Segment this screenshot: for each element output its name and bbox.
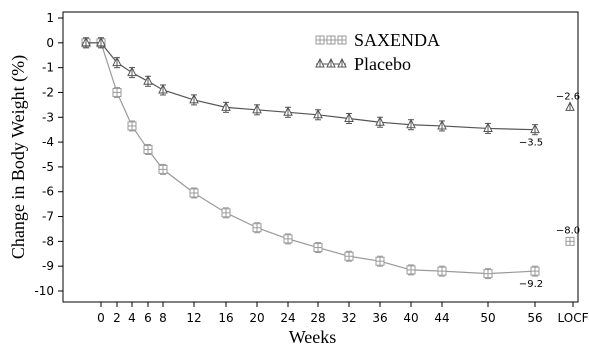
legend-marker bbox=[337, 35, 347, 45]
legend-item-placebo: Placebo bbox=[315, 54, 411, 74]
data-point bbox=[375, 116, 385, 126]
y-axis: 1 0 -1 -2 -3 -4 -5 -6 -7 -8 -9 -10 bbox=[34, 11, 63, 298]
data-point bbox=[375, 256, 385, 266]
plot-border bbox=[62, 11, 579, 303]
last-value-label: −9.2 bbox=[519, 279, 543, 290]
series-saxenda: −8.0 −9.2 bbox=[81, 37, 580, 290]
legend-marker bbox=[315, 57, 325, 68]
x-tick-label: LOCF bbox=[558, 311, 589, 325]
x-axis: 0 2 4 6 8 12 16 20 24 28 32 36 40 44 50 56 LOCF bbox=[97, 302, 589, 325]
data-point bbox=[252, 223, 262, 233]
x-tick-label: 12 bbox=[186, 311, 201, 325]
y-tick-label: -5 bbox=[42, 160, 54, 174]
data-point bbox=[344, 112, 354, 123]
x-tick-label: 36 bbox=[372, 311, 387, 325]
data-point bbox=[252, 103, 262, 114]
y-tick-label: -6 bbox=[42, 185, 54, 199]
data-point bbox=[127, 121, 137, 131]
y-tick-label: -9 bbox=[42, 259, 54, 273]
y-tick-label: 0 bbox=[46, 36, 54, 50]
data-point bbox=[112, 56, 122, 67]
y-tick-label: -1 bbox=[42, 61, 54, 75]
series-placebo: −2.6 −3.5 bbox=[81, 36, 580, 149]
x-tick-label: 16 bbox=[218, 311, 233, 325]
data-point bbox=[437, 266, 447, 276]
y-tick-label: -4 bbox=[42, 135, 54, 149]
data-point bbox=[189, 188, 199, 198]
legend: SAXENDA Placebo bbox=[315, 30, 440, 74]
series-line-placebo bbox=[86, 42, 536, 131]
legend-marker bbox=[326, 35, 336, 45]
data-point bbox=[81, 36, 91, 47]
data-point bbox=[406, 118, 416, 129]
data-point bbox=[143, 145, 153, 155]
x-tick-label: 20 bbox=[249, 311, 264, 325]
data-point bbox=[158, 164, 168, 174]
x-tick-label: 44 bbox=[434, 311, 449, 325]
data-point bbox=[112, 87, 122, 97]
data-point bbox=[344, 251, 354, 261]
x-tick-label: 4 bbox=[128, 311, 136, 325]
data-point bbox=[158, 83, 168, 94]
legend-label: Placebo bbox=[354, 54, 411, 74]
legend-marker bbox=[326, 57, 336, 68]
data-point bbox=[313, 108, 323, 119]
series-line-saxenda bbox=[86, 42, 536, 275]
x-tick-label: 50 bbox=[480, 311, 495, 325]
y-tick-label: -2 bbox=[42, 85, 54, 99]
x-tick-label: 56 bbox=[527, 311, 542, 325]
x-tick-label: 8 bbox=[159, 311, 167, 325]
x-tick-label: 0 bbox=[97, 311, 105, 325]
data-point bbox=[406, 265, 416, 275]
x-tick-label: 2 bbox=[113, 311, 121, 325]
data-point bbox=[96, 36, 106, 47]
legend-item-saxenda: SAXENDA bbox=[315, 30, 440, 50]
data-point bbox=[221, 101, 231, 111]
y-tick-label: -3 bbox=[42, 110, 54, 124]
data-point bbox=[437, 119, 447, 130]
locf-point bbox=[565, 101, 575, 111]
data-point bbox=[483, 269, 493, 279]
y-tick-label: -10 bbox=[34, 284, 54, 298]
plot-frame bbox=[62, 11, 579, 303]
y-tick-label: 1 bbox=[46, 11, 54, 25]
data-point bbox=[313, 243, 323, 253]
data-point bbox=[530, 266, 540, 276]
legend-marker bbox=[315, 35, 325, 45]
x-tick-label: 32 bbox=[341, 311, 356, 325]
data-point bbox=[143, 75, 153, 85]
data-point bbox=[283, 106, 293, 116]
locf-value-label: −8.0 bbox=[556, 225, 580, 236]
series-layer: −8.0 −9.2 −2.6 −3.5 bbox=[81, 36, 580, 290]
x-tick-label: 28 bbox=[310, 311, 325, 325]
data-point bbox=[221, 208, 231, 218]
x-axis-title: Weeks bbox=[289, 327, 337, 347]
locf-value-label: −2.6 bbox=[556, 91, 580, 102]
locf-point bbox=[565, 236, 575, 246]
y-tick-label: -7 bbox=[42, 210, 54, 224]
data-point bbox=[530, 123, 540, 134]
y-axis-title: Change in Body Weight (%) bbox=[8, 55, 29, 259]
data-point bbox=[189, 93, 199, 104]
last-value-label: −3.5 bbox=[519, 138, 543, 149]
data-point bbox=[483, 122, 493, 132]
data-point bbox=[283, 234, 293, 244]
data-point bbox=[127, 66, 137, 77]
x-tick-label: 6 bbox=[144, 311, 152, 325]
x-tick-label: 40 bbox=[403, 311, 418, 325]
legend-marker bbox=[337, 57, 347, 68]
legend-label: SAXENDA bbox=[354, 30, 440, 50]
x-tick-label: 24 bbox=[280, 311, 295, 325]
y-tick-label: -8 bbox=[42, 234, 54, 248]
